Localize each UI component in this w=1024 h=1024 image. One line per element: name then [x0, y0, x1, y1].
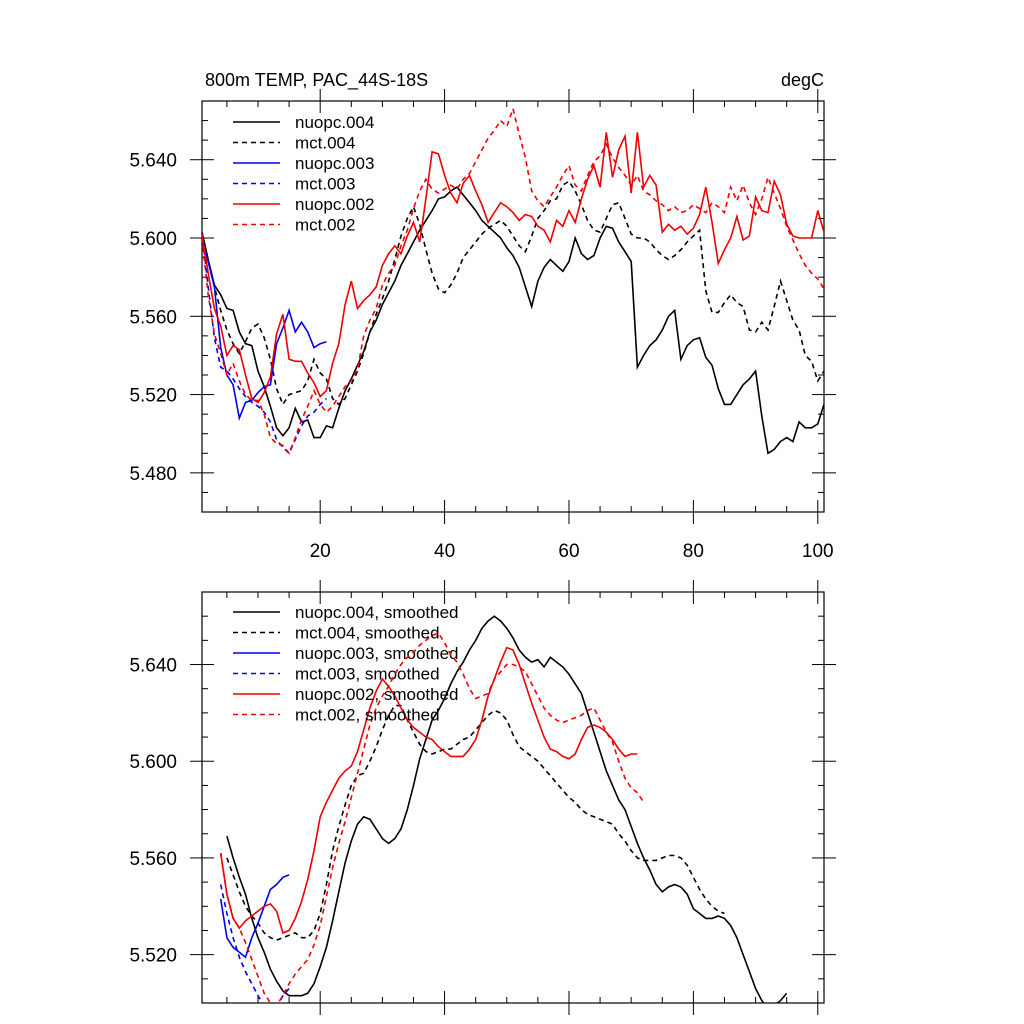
- title-left: 800m TEMP, PAC_44S-18S: [205, 70, 428, 91]
- x-tick-label: 40: [434, 541, 455, 562]
- y-tick-label: 5.640: [129, 656, 177, 677]
- series-line-nuopc-002-smoothed: [219, 646, 638, 934]
- legend-label: mct.002, smoothed: [295, 706, 440, 725]
- legend-label: nuopc.004: [295, 113, 374, 132]
- series-line-nuopc-003: [202, 239, 327, 421]
- legend-label: mct.004: [295, 134, 355, 153]
- legend-label: nuopc.002: [295, 195, 374, 214]
- legend-label: mct.003, smoothed: [295, 665, 440, 684]
- series-line-mct-002-smoothed: [219, 632, 645, 1003]
- x-tick-label: 80: [683, 541, 704, 562]
- panel-1: 20 40 60 80 100 5.480 5.520 5.560 5.600 5.640 nuop…: [129, 89, 836, 562]
- legend-label: mct.003: [295, 175, 355, 194]
- y-tick-label: 5.520: [129, 386, 177, 407]
- y-tick-label: 5.480: [129, 464, 177, 485]
- series-line-nuopc-003-smoothed: [219, 874, 290, 959]
- legend-label: nuopc.002, smoothed: [295, 685, 459, 704]
- panel-2: 5.520 5.560 5.600 5.640 nuopc.004, smoothed m…: [129, 580, 836, 1015]
- series-line-mct-003: [202, 232, 327, 455]
- legend-label: nuopc.004, smoothed: [295, 603, 459, 622]
- y-tick-label: 5.520: [129, 946, 177, 967]
- legend-label: mct.004, smoothed: [295, 624, 440, 643]
- legend-label: nuopc.003: [295, 154, 374, 173]
- plot-frame: [201, 591, 825, 1004]
- y-tick-label: 5.600: [129, 229, 177, 250]
- series-line-mct-004-smoothed: [226, 704, 725, 941]
- x-tick-label: 20: [310, 541, 331, 562]
- x-tick-label: 60: [558, 541, 579, 562]
- series-line-mct-004: [202, 180, 824, 407]
- y-tick-label: 5.560: [129, 307, 177, 328]
- series-line-mct-003-smoothed: [219, 884, 290, 1003]
- series-line-nuopc-004-smoothed: [226, 615, 788, 1003]
- y-tick-label: 5.600: [129, 752, 177, 773]
- x-tick-label: 100: [802, 541, 834, 562]
- y-tick-label: 5.560: [129, 849, 177, 870]
- legend-label: mct.002: [295, 216, 355, 235]
- plot-frame: [201, 100, 825, 513]
- series-line-nuopc-004: [202, 186, 824, 455]
- series-line-nuopc-002: [202, 132, 824, 404]
- legend-label: nuopc.003, smoothed: [295, 644, 459, 663]
- title-right: degC: [781, 70, 824, 90]
- y-tick-label: 5.640: [129, 151, 177, 172]
